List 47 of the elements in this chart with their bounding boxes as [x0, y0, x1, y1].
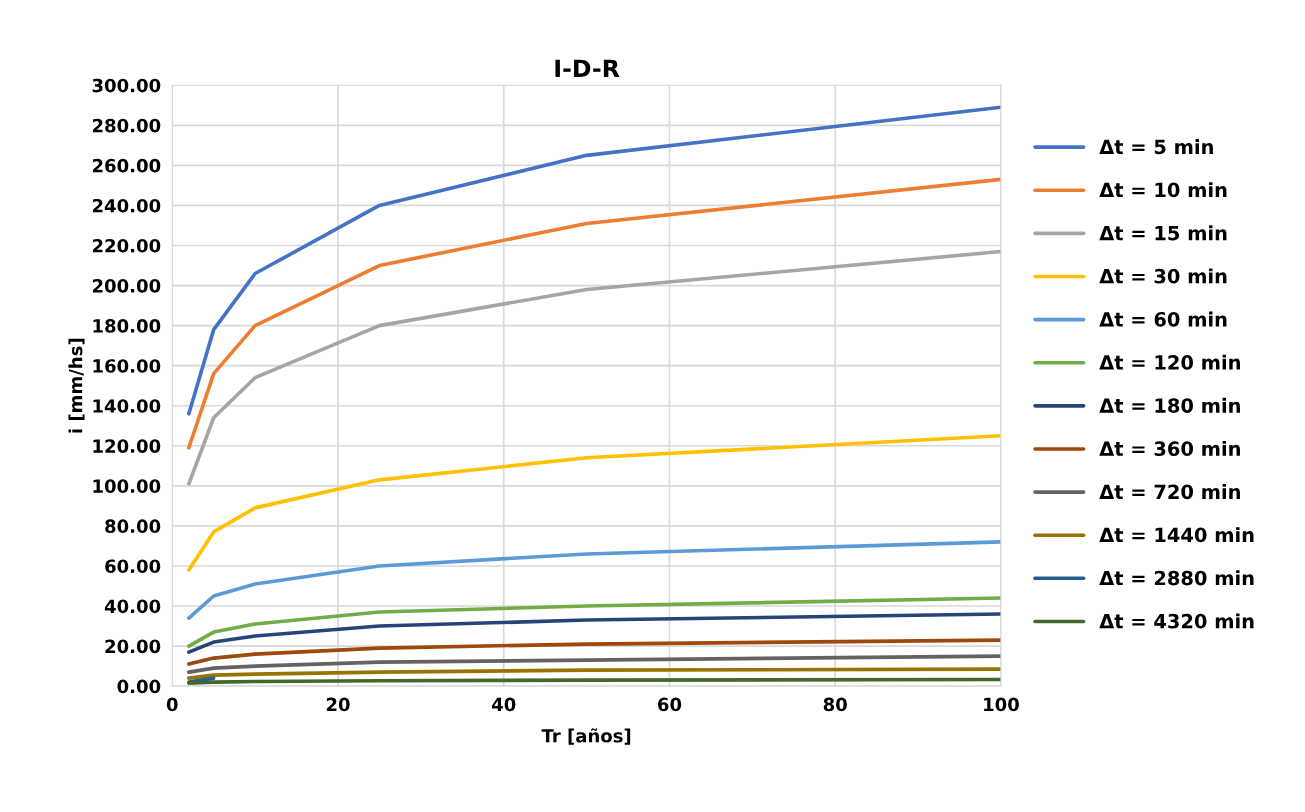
y-tick-label: 260.00 [92, 158, 161, 173]
x-axis-title: Tr [años] [541, 728, 631, 745]
line-series [187, 105, 1001, 416]
line-series [187, 540, 1001, 620]
line-series [187, 654, 1001, 674]
legend-label: Δt = 360 min [1099, 440, 1240, 457]
y-axis-title: i [mm/hs] [68, 338, 85, 433]
y-tick-label: 240.00 [92, 198, 161, 213]
x-tick-label: 60 [658, 697, 682, 712]
y-tick-label: 20.00 [105, 639, 161, 654]
legend-label: Δt = 15 min [1099, 225, 1227, 241]
y-tick-label: 140.00 [93, 399, 161, 413]
y-tick-label: 80.00 [105, 519, 161, 534]
y-tick-label: 220.00 [92, 238, 161, 253]
x-tick-label: 0 [166, 697, 178, 712]
line-series [187, 249, 1001, 486]
line-series [187, 638, 1001, 666]
line-series [187, 433, 1001, 572]
line-series [187, 596, 1001, 648]
legend-label: Δt = 10 min [1099, 182, 1227, 198]
y-tick-label: 280.00 [92, 118, 161, 133]
x-tick-label: 80 [823, 697, 847, 712]
legend-label: Δt = 4320 min [1099, 613, 1254, 629]
legend-label: Δt = 2880 min [1099, 570, 1254, 586]
y-tick-label: 0.00 [117, 679, 161, 694]
y-tick-label: 180.00 [93, 319, 161, 333]
line-series [187, 177, 1001, 450]
legend-label: Δt = 720 min [1099, 484, 1240, 500]
x-tick-label: 20 [326, 697, 350, 712]
legend-label: Δt = 120 min [1099, 354, 1240, 370]
legend-label: Δt = 1440 min [1099, 527, 1254, 543]
y-tick-label: 200.00 [92, 279, 161, 293]
line-series [187, 612, 1001, 654]
y-tick-label: 40.00 [104, 599, 161, 614]
legend-label: Δt = 5 min [1099, 139, 1213, 155]
chart-title: I-D-R [555, 59, 620, 77]
legend-label: Δt = 180 min [1099, 397, 1240, 413]
legend-label: Δt = 60 min [1099, 311, 1227, 327]
y-tick-label: 100.00 [93, 479, 161, 493]
y-tick-label: 300.00 [92, 78, 161, 93]
x-tick-label: 40 [491, 697, 516, 712]
y-tick-label: 160.00 [93, 359, 161, 373]
x-tick-label: 100 [984, 697, 1019, 712]
y-tick-label: 60.00 [105, 559, 161, 574]
legend-label: Δt = 30 min [1099, 268, 1227, 284]
y-tick-label: 120.00 [93, 439, 161, 453]
line-series [187, 667, 1001, 680]
